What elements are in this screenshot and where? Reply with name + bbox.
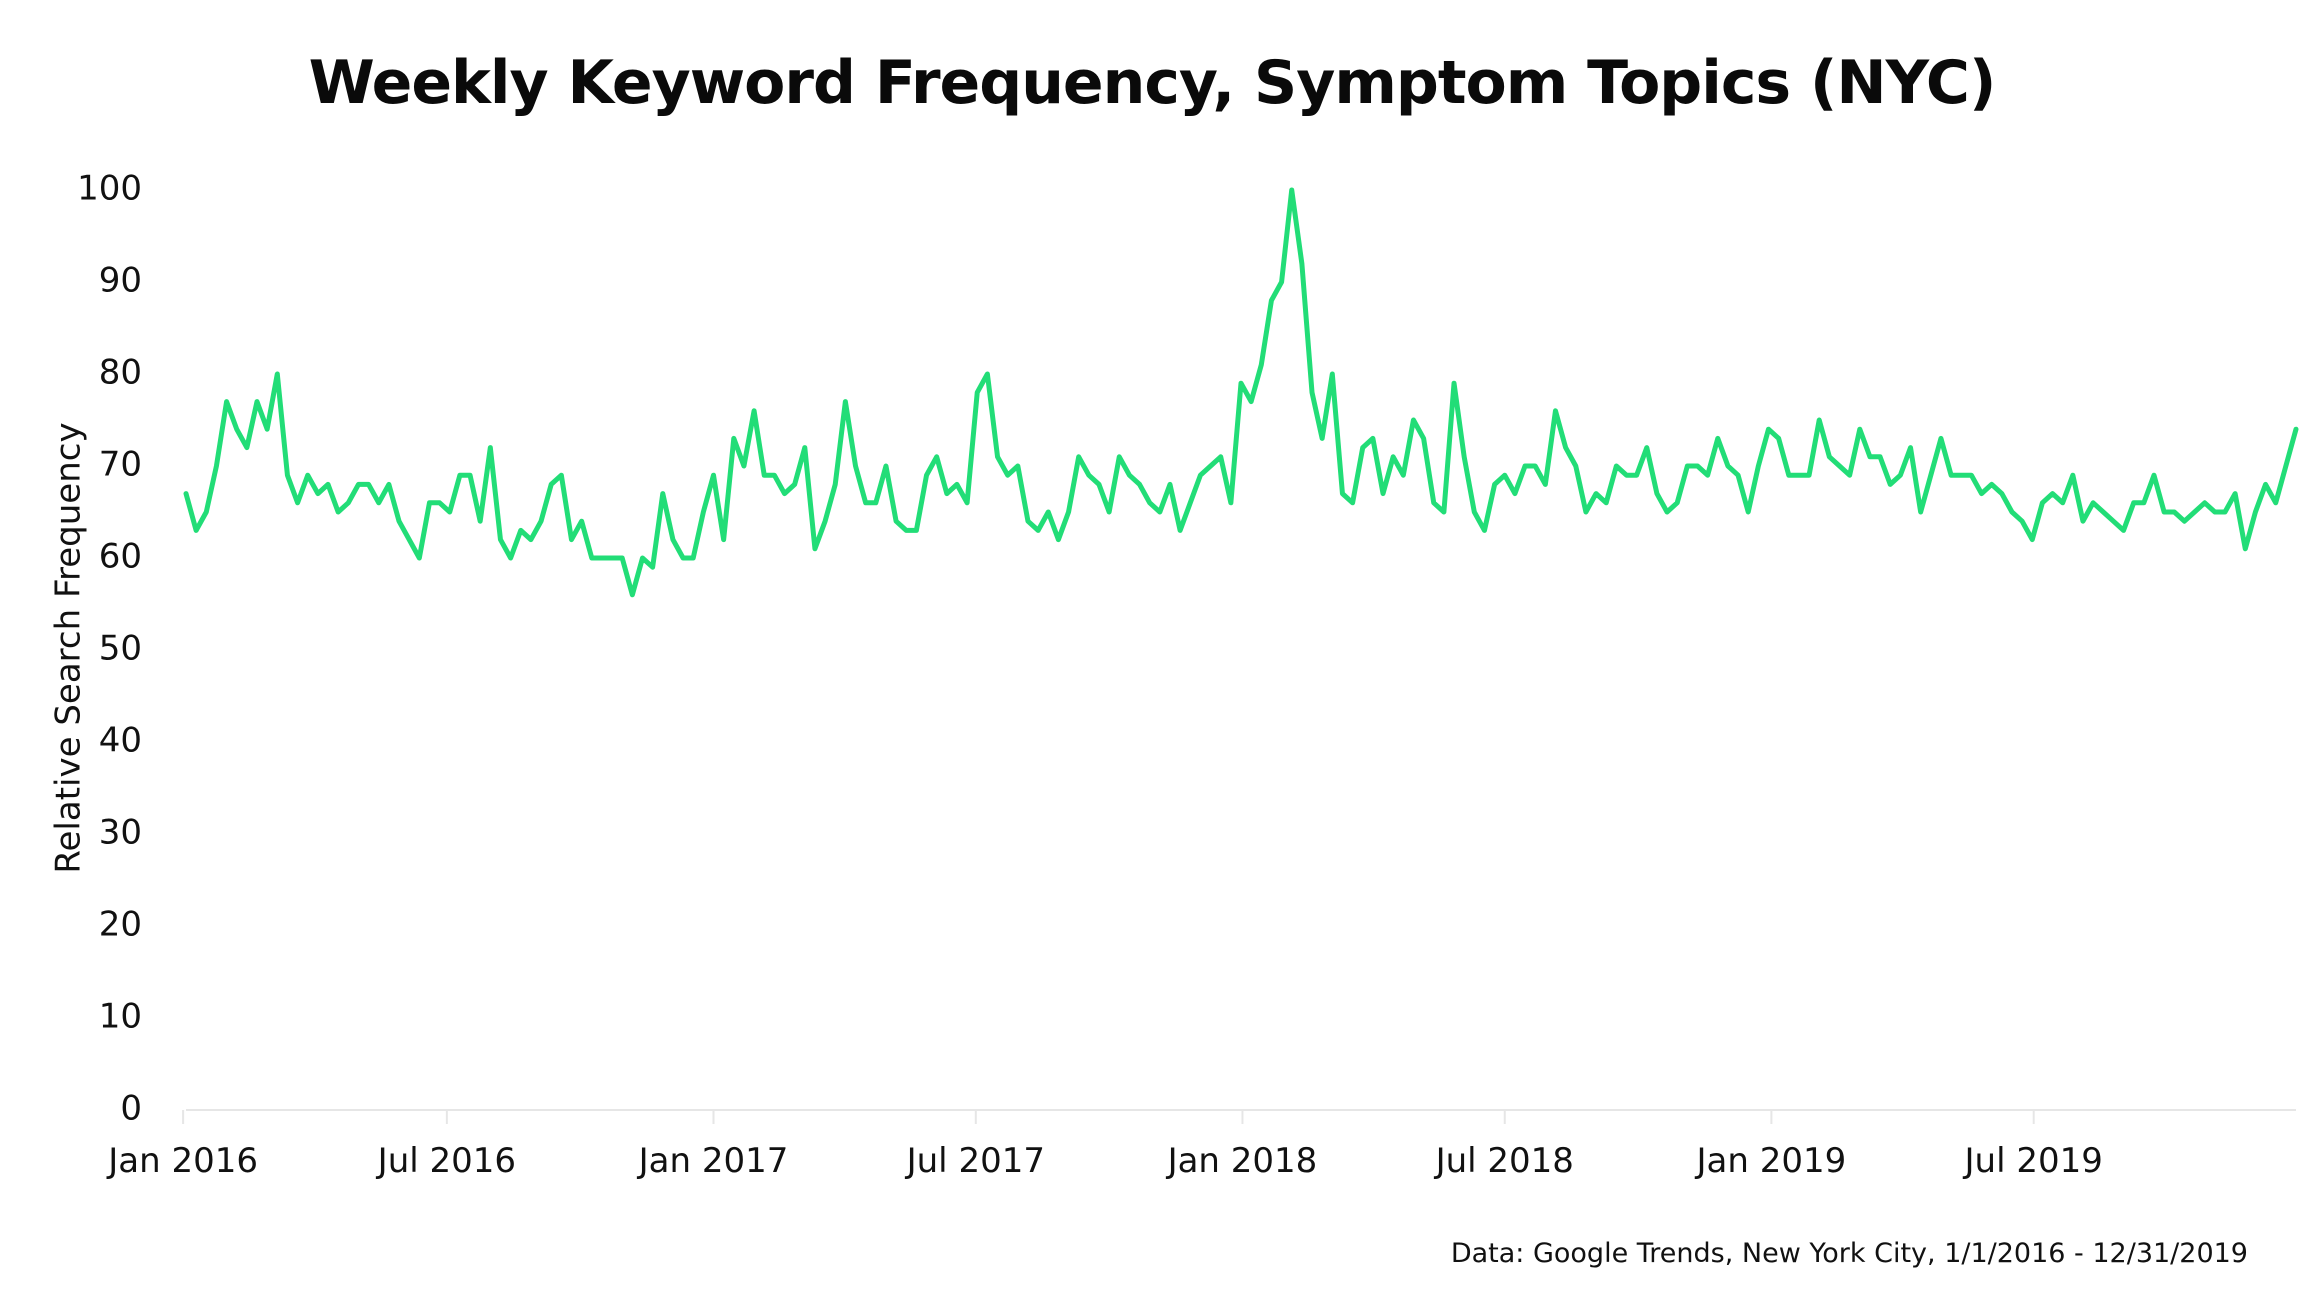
y-tick-label: 70 (99, 445, 142, 485)
y-tick-label: 20 (99, 905, 142, 945)
x-tick-label: Jan 2016 (106, 1141, 258, 1181)
x-axis-ticks: Jan 2016 Jul 2016 Jan 2017 Jul 2017 Jan 2018… (106, 1110, 2103, 1181)
x-tick-label: Jan 2019 (1695, 1141, 1847, 1181)
source-note: Data: Google Trends, New York City, 1/1/… (1450, 1238, 2248, 1269)
y-tick-label: 30 (99, 813, 142, 853)
x-tick-label: Jan 2017 (637, 1141, 789, 1181)
y-tick-label: 100 (77, 169, 142, 209)
y-tick-label: 0 (120, 1089, 142, 1129)
chart-title: Weekly Keyword Frequency, Symptom Topics… (308, 48, 1997, 118)
x-tick-label: Jul 2017 (905, 1141, 1045, 1181)
series-line (183, 187, 2299, 598)
x-tick-label: Jul 2018 (1434, 1141, 1574, 1181)
x-tick-label: Jul 2016 (376, 1141, 516, 1181)
y-axis-ticks: 0 10 20 30 40 50 60 70 80 90 100 (77, 169, 142, 1129)
y-tick-label: 60 (99, 537, 142, 577)
y-tick-label: 90 (99, 261, 142, 301)
x-tick-label: Jan 2018 (1166, 1141, 1318, 1181)
y-axis-title: Relative Search Frequency (49, 422, 89, 873)
y-tick-label: 10 (99, 997, 142, 1037)
x-tick-label: Jul 2019 (1963, 1141, 2103, 1181)
y-tick-label: 80 (99, 353, 142, 393)
series-layer (183, 187, 2299, 598)
y-tick-label: 50 (99, 629, 142, 669)
y-tick-label: 40 (99, 721, 142, 761)
